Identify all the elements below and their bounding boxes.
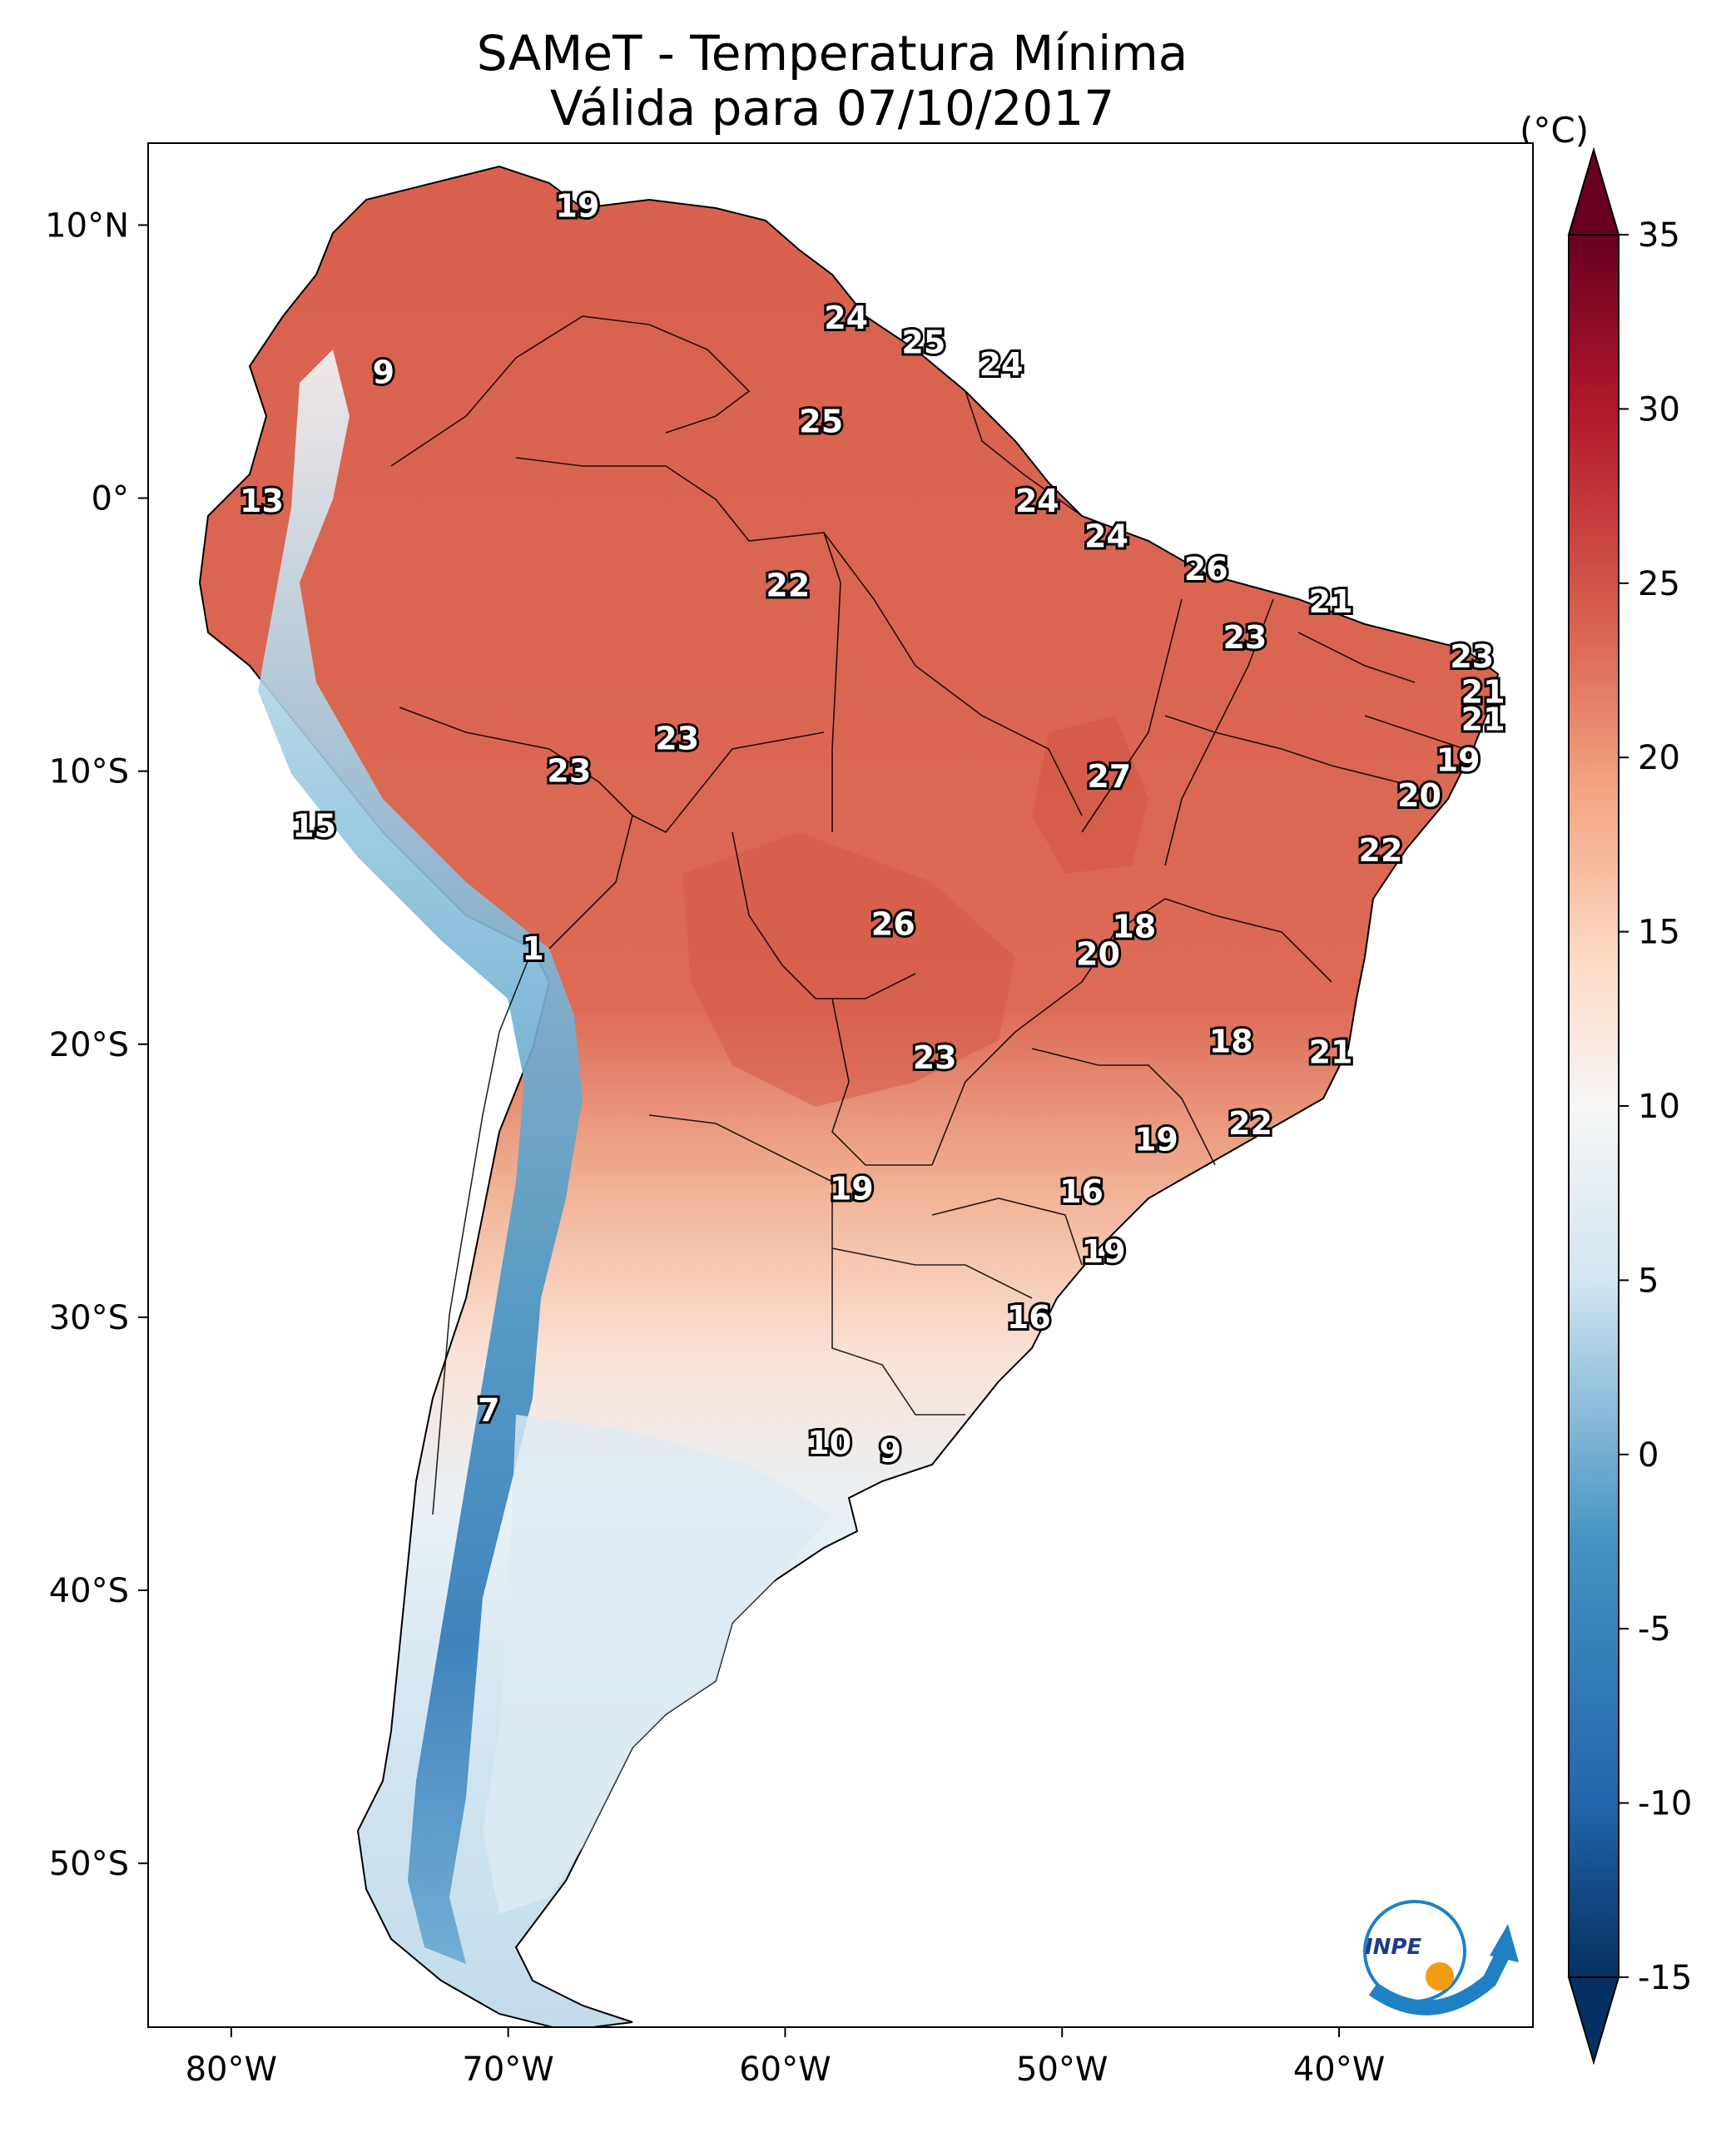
- patagonia-area: [483, 1415, 832, 1914]
- station-value-label: 27: [1087, 758, 1131, 795]
- station-value-label: 10: [807, 1425, 851, 1461]
- inpe-logo: INPE: [1363, 1900, 1519, 2016]
- lat-tick-label: 20°S: [49, 1026, 129, 1064]
- inpe-logo-text: INPE: [1365, 1935, 1421, 1960]
- colorbar-tick-label: 0: [1638, 1436, 1659, 1475]
- colorbar-max-arrow: [1567, 146, 1620, 236]
- station-value-label: 22: [766, 568, 810, 604]
- station-value-label: 9: [373, 355, 394, 391]
- station-value-label: 19: [1134, 1122, 1178, 1158]
- station-value-label: 24: [1084, 518, 1128, 554]
- station-value-label: 20: [1397, 777, 1441, 814]
- lon-tick-label: 80°W: [186, 2050, 277, 2089]
- colorbar-tick-label: -5: [1638, 1610, 1671, 1649]
- station-value-label: 25: [901, 325, 945, 361]
- station-value-label: 24: [980, 346, 1024, 383]
- amazon-warm-area: [682, 832, 1015, 1107]
- colorbar-tick-label: 20: [1638, 739, 1680, 777]
- map-subtitle: Válida para 07/10/2017: [549, 80, 1115, 136]
- station-value-label: 18: [1112, 909, 1156, 945]
- station-value-label: 7: [478, 1391, 499, 1428]
- station-value-label: 26: [1184, 551, 1228, 588]
- colorbar-tick-label: 25: [1638, 565, 1680, 603]
- station-value-label: 19: [1082, 1233, 1126, 1270]
- colorbar-tick-label: -10: [1638, 1785, 1692, 1823]
- continent-layer: [198, 165, 1500, 2027]
- colorbar-min-arrow: [1567, 1976, 1620, 2065]
- station-value-label: 18: [1209, 1024, 1253, 1060]
- station-value-label: 19: [1436, 742, 1481, 779]
- colorbar: 35 30 25 20 15 10 5 0 -5 -10 -15: [1567, 146, 1692, 2065]
- lat-tick-label: 40°S: [49, 1572, 129, 1610]
- tocantins-warm-area: [1032, 716, 1148, 874]
- station-value-label: 23: [1450, 638, 1494, 675]
- map-title: SAMeT - Temperatura Mínima: [476, 25, 1188, 82]
- station-value-label: 25: [799, 404, 843, 440]
- station-value-label: 26: [871, 905, 915, 942]
- station-value-label: 20: [1076, 936, 1120, 973]
- station-value-label: 19: [830, 1171, 874, 1207]
- station-value-label: 23: [655, 720, 699, 756]
- station-value-label: 21: [1461, 674, 1505, 711]
- colorbar-tick-label: 15: [1638, 914, 1680, 952]
- station-value-label: 21: [1309, 583, 1353, 620]
- station-value-label: 21: [1461, 701, 1505, 737]
- colorbar-tick-label: -15: [1638, 1959, 1692, 1997]
- colorbar-tick-label: 35: [1638, 216, 1680, 255]
- colorbar-tick-label: 5: [1638, 1262, 1659, 1300]
- latitude-ticks: 10°N 0° 10°S 20°S 30°S 40°S 50°S: [45, 206, 148, 1883]
- lat-tick-label: 10°N: [45, 206, 129, 245]
- station-value-label: 19: [555, 187, 599, 224]
- lat-tick-label: 50°S: [49, 1845, 129, 1883]
- plot-frame: [147, 142, 1534, 2028]
- lon-tick-label: 40°W: [1293, 2050, 1385, 2089]
- station-value-label: 22: [1228, 1105, 1272, 1142]
- station-value-label: 9: [880, 1433, 901, 1470]
- station-value-label: 21: [1309, 1034, 1353, 1071]
- andes-cold-band: [258, 350, 583, 1964]
- station-value-label: 22: [1359, 832, 1403, 869]
- station-value-label: 23: [913, 1039, 957, 1076]
- colorbar-tick-label: 10: [1638, 1088, 1680, 1126]
- lat-tick-label: 0°: [92, 480, 129, 518]
- station-value-label: 13: [240, 483, 284, 519]
- lat-tick-label: 30°S: [49, 1299, 129, 1337]
- lat-tick-label: 10°S: [49, 753, 129, 791]
- station-value-label: 24: [824, 300, 868, 336]
- lon-tick-label: 70°W: [462, 2050, 553, 2089]
- station-value-label: 23: [1223, 619, 1267, 656]
- political-borders: [390, 315, 1466, 1515]
- colorbar-ticks: 35 30 25 20 15 10 5 0 -5 -10 -15: [1619, 216, 1692, 1997]
- station-value-label: 1: [522, 930, 543, 967]
- lon-tick-label: 50°W: [1016, 2050, 1108, 2089]
- lon-tick-label: 60°W: [739, 2050, 831, 2089]
- colorbar-gradient: [1568, 234, 1619, 1978]
- colorbar-tick-label: 30: [1638, 390, 1680, 429]
- station-value-label: 16: [1059, 1173, 1104, 1210]
- station-value-label: 24: [1015, 483, 1059, 519]
- station-value-label: 16: [1007, 1299, 1051, 1336]
- station-value-label: 15: [292, 807, 336, 844]
- station-value-label: 23: [547, 753, 591, 790]
- longitude-ticks: 80°W 70°W 60°W 50°W 40°W: [186, 2027, 1385, 2089]
